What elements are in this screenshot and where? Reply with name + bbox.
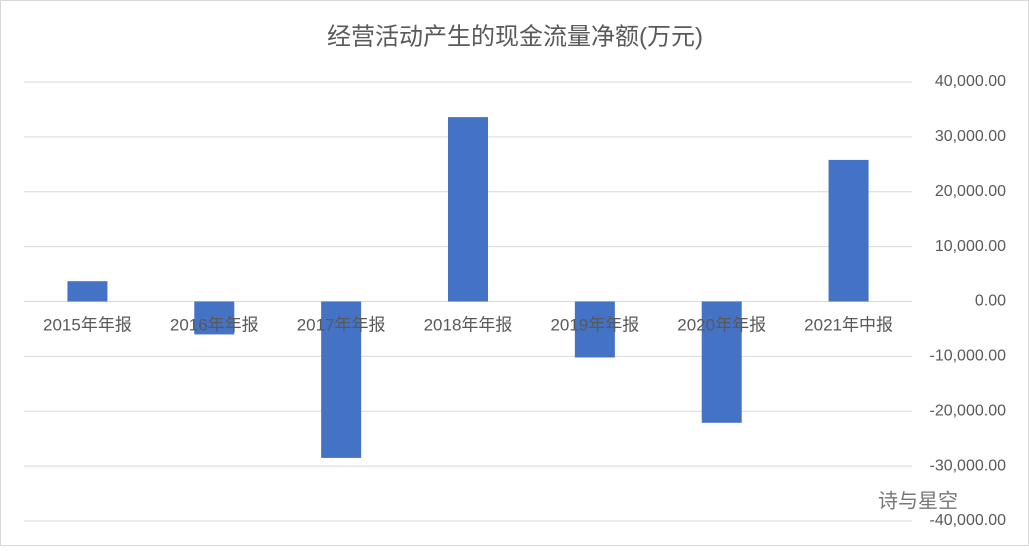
y-tick-label: 0.00 <box>975 293 1006 310</box>
y-tick-label: -20,000.00 <box>929 402 1006 419</box>
chart-title: 经营活动产生的现金流量净额(万元) <box>327 23 703 50</box>
x-tick-label: 2021年中报 <box>804 315 893 334</box>
y-tick-label: 40,000.00 <box>935 73 1006 90</box>
y-tick-label: 10,000.00 <box>935 238 1006 255</box>
bar <box>67 281 108 302</box>
x-tick-label: 2017年年报 <box>297 315 386 334</box>
bar <box>574 301 615 358</box>
bar <box>828 159 869 302</box>
y-tick-label: 20,000.00 <box>935 183 1006 200</box>
y-tick-label: -30,000.00 <box>929 457 1006 474</box>
bar <box>448 117 488 302</box>
x-tick-label: 2018年年报 <box>424 315 513 334</box>
y-tick-label: -40,000.00 <box>929 512 1006 529</box>
y-tick-label: -10,000.00 <box>929 348 1006 365</box>
watermark: 诗与星空 <box>878 489 958 512</box>
x-tick-label: 2015年年报 <box>43 315 132 334</box>
x-tick-label: 2020年年报 <box>677 315 766 334</box>
bar <box>321 301 362 458</box>
y-tick-label: 30,000.00 <box>935 128 1006 145</box>
bar <box>701 301 742 423</box>
x-tick-label: 2016年年报 <box>170 315 259 334</box>
bar <box>194 301 235 335</box>
x-tick-label: 2019年年报 <box>550 315 639 334</box>
